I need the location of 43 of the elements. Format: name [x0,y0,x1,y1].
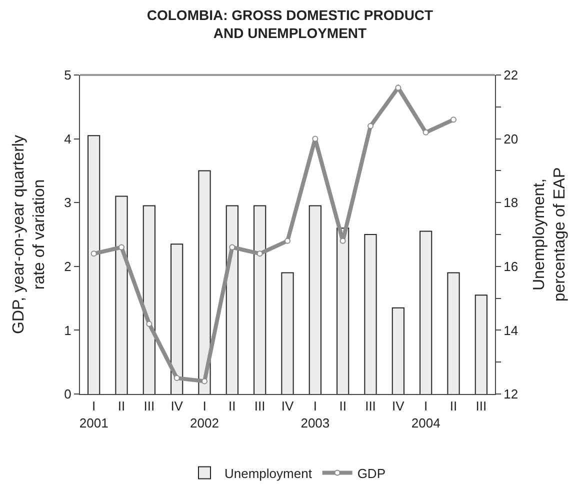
x-tick-label: III [254,398,266,414]
y-tick-label: 4 [64,131,72,146]
y2-tick-label: 16 [504,258,518,274]
y2-tick-label: 14 [504,322,518,338]
point [90,250,97,257]
x-tick-label: II [228,398,236,414]
y2-tick-label: 18 [504,195,518,210]
x-tick-label: III [476,398,487,414]
point [229,244,236,250]
y2-axis-title: Unemployment, percentage of EAP [530,167,569,302]
x-tick-label: IV [170,398,184,414]
x-tick-label: III [365,398,376,414]
point [174,375,180,382]
x-tick-label: I 2001 [79,398,108,430]
y-tick-label: 0 [64,386,72,402]
y2-tick-label: 22 [504,68,518,83]
y-tick-label: 3 [64,195,72,210]
x-tick-label: III [144,398,155,414]
x-tick-label: II [339,398,346,414]
point [368,123,374,130]
x-tick-label: I 2002 [190,398,219,430]
x-tick-label: I 2003 [300,398,330,430]
legend-label: GDP [357,466,386,481]
point [146,320,152,327]
legend-label: Unemployment [224,466,312,481]
x-tick-label: II [450,398,458,414]
point [256,250,263,257]
chart-title: COLOMBIA: GROSS DOMESTIC PRODUCT AND UNEMPLOYMENT [146,7,434,42]
x-tick-label: IV [281,398,294,414]
y-axis-title: GDP, year-on-year quarterly rate of variation [10,135,48,334]
x-tick-label: IV [392,398,405,414]
point [202,378,208,384]
y2-tick-label: 20 [504,131,518,146]
point [118,244,124,250]
x-tick-label: II [118,398,126,414]
y-tick-label: 2 [64,258,72,274]
x-tick-label: I 2004 [411,398,440,430]
y-tick-label: 5 [64,68,72,83]
y2-tick-label: 12 [504,386,518,402]
point [450,116,456,123]
y-tick-label: 1 [64,322,72,338]
point [284,238,290,244]
point [422,129,429,136]
